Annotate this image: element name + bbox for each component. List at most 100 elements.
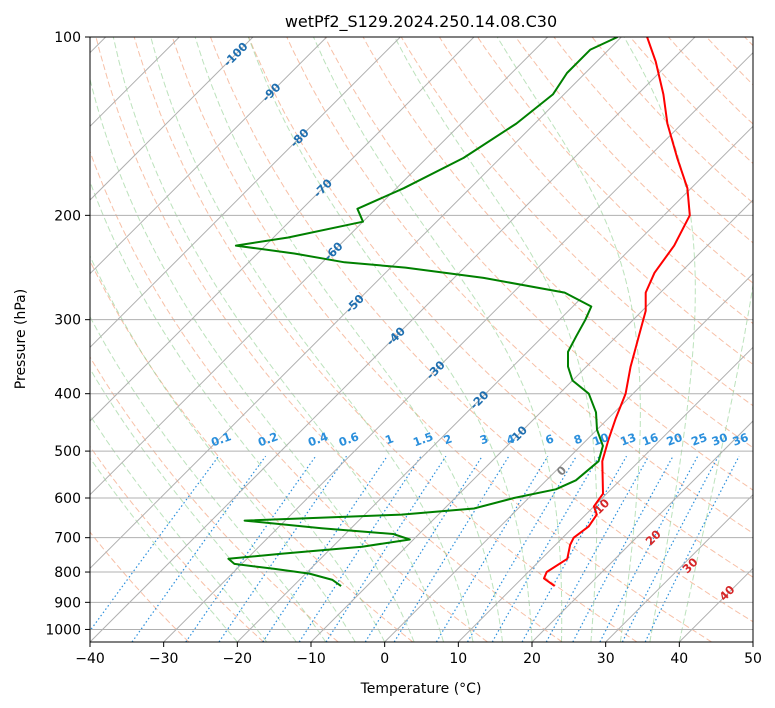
- dry-adiabat-label: 20: [643, 527, 664, 548]
- mixing-ratio-label: 10: [591, 430, 611, 449]
- x-tick-label: −40: [75, 651, 105, 667]
- mixing-ratio-line: [621, 455, 719, 642]
- moist-adiabat: [90, 457, 238, 642]
- isotherm-gridline: [384, 272, 753, 642]
- mixing-ratio-line: [644, 455, 740, 642]
- moist-adiabat: [90, 254, 356, 642]
- moist-adiabat: [678, 282, 753, 642]
- isotherm-gridline: [236, 125, 753, 642]
- dry-adiabat: [400, 37, 753, 407]
- mixing-ratio-line: [90, 455, 220, 632]
- y-tick-label: 300: [54, 313, 81, 329]
- y-tick-label: 100: [54, 30, 81, 46]
- y-tick-label: 1000: [45, 622, 81, 638]
- moist-adiabat: [90, 180, 386, 642]
- y-tick-label: 800: [54, 565, 81, 581]
- dry-adiabat: [706, 37, 753, 86]
- background-lines: [90, 37, 753, 642]
- mixing-ratio-label: 16: [640, 430, 660, 449]
- dry-adiabat: [324, 37, 753, 491]
- mixing-ratio-line: [466, 455, 577, 642]
- moist-adiabat: [496, 37, 641, 642]
- dry-adiabat-label: 10: [591, 496, 612, 517]
- x-tick-label: 10: [449, 651, 467, 667]
- isotherm-gridline: [752, 641, 753, 642]
- dry-adiabat: [90, 445, 264, 642]
- isotherm-gridline: [90, 37, 696, 642]
- isotherm-gridline: [90, 37, 328, 275]
- mixing-ratio-line: [131, 455, 267, 642]
- x-axis-label: Temperature (°C): [360, 681, 482, 697]
- mixing-ratio-label: 0.1: [209, 429, 233, 449]
- mixing-ratio-label: 1: [383, 431, 395, 447]
- plot-frame: [89, 36, 754, 643]
- x-tick-label: 20: [523, 651, 541, 667]
- y-tick-label: 200: [54, 208, 81, 224]
- x-tick-label: −10: [296, 651, 326, 667]
- mixing-ratio-label: 2: [442, 431, 454, 447]
- dry-adiabat: [668, 37, 753, 125]
- chart-title: wetPf2_S129.2024.250.14.08.C30: [285, 12, 557, 32]
- moist-adiabat-label: 0: [554, 463, 570, 479]
- isotherm-gridline: [605, 493, 753, 642]
- mixing-ratio-label: 6: [543, 431, 555, 447]
- isotherm-gridline: [457, 346, 753, 642]
- mixing-ratio-label: 8: [572, 431, 584, 447]
- x-tick-label: 40: [670, 651, 688, 667]
- dry-adiabat-label: 40: [716, 582, 737, 603]
- moist-adiabat: [394, 37, 598, 642]
- y-axis-label: Pressure (hPa): [13, 289, 29, 389]
- mixing-ratio-label: 30: [710, 430, 730, 449]
- y-tick-label: 700: [54, 531, 81, 547]
- y-tick-label: 900: [54, 595, 81, 611]
- x-tick-label: −20: [223, 651, 253, 667]
- isotherm-gridline: [90, 37, 475, 422]
- isotherm-gridline: [90, 37, 254, 201]
- mixing-ratio-line: [364, 455, 483, 642]
- dry-adiabat: [90, 150, 488, 642]
- y-tick-label: 500: [54, 444, 81, 460]
- mixing-ratio-label: 0.6: [337, 429, 361, 449]
- mixing-ratio-label: 1.5: [411, 429, 435, 449]
- moist-adiabat: [90, 76, 415, 642]
- dry-adiabat: [591, 37, 753, 204]
- isotherm-gridline: [678, 567, 753, 642]
- mixing-ratio-label: 0.2: [256, 429, 280, 449]
- dry-adiabat: [553, 37, 753, 244]
- dry-adiabat: [95, 37, 563, 642]
- dry-adiabat: [744, 37, 753, 47]
- isotherm-gridline: [163, 51, 753, 642]
- moist-adiabat: [112, 37, 445, 642]
- moist-adiabat: [623, 37, 696, 642]
- mixing-ratio-label: 36: [731, 430, 751, 449]
- moist-adiabat: [90, 315, 327, 642]
- x-tick-label: 0: [380, 651, 389, 667]
- temperature-line: [543, 37, 691, 587]
- y-tick-label: 400: [54, 387, 81, 403]
- mixing-ratio-label: 0.4: [306, 429, 330, 449]
- moist-adiabat: [150, 37, 474, 642]
- x-tick-label: −30: [149, 651, 179, 667]
- mixing-ratio-line: [599, 455, 699, 642]
- mixing-ratio-line: [435, 455, 549, 642]
- isotherm-gridline: [90, 37, 622, 570]
- mixing-ratio-label: 20: [665, 430, 685, 449]
- isotherm-gridline: [90, 37, 549, 496]
- isotherm-gridline: [90, 37, 401, 349]
- moist-adiabat: [90, 414, 268, 642]
- y-tick-label: 600: [54, 491, 81, 507]
- dry-adiabat: [90, 531, 190, 642]
- mixing-ratio-line: [572, 455, 674, 642]
- dry-adiabat: [477, 37, 753, 325]
- dry-adiabat: [248, 37, 753, 578]
- mixing-ratio-line: [218, 455, 347, 642]
- dry-adiabat: [171, 37, 712, 642]
- dry-adiabat: [90, 259, 414, 642]
- isotherm-gridline: [531, 420, 753, 642]
- profile-lines: [227, 37, 691, 587]
- x-tick-label: 30: [597, 651, 615, 667]
- moist-adiabat: [247, 37, 533, 642]
- dry-adiabat: [90, 356, 339, 642]
- mixing-ratio-label: 25: [689, 430, 709, 449]
